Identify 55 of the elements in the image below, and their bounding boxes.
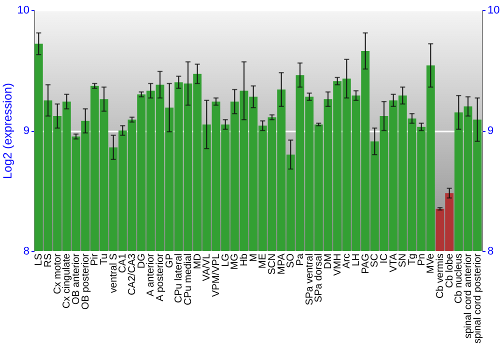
- x-tick-label: Cb lobe: [444, 253, 456, 288]
- x-tick-label: PAG: [360, 253, 372, 274]
- y-tick-label: 10: [17, 4, 30, 16]
- x-tick-label: VMH: [332, 254, 344, 276]
- x-tick-label: GP: [164, 253, 176, 268]
- x-tick-label: A posterior: [155, 252, 166, 302]
- x-tick-label: SPa dorsal: [314, 254, 325, 302]
- x-tick-label: Pir: [90, 252, 101, 266]
- x-tick-label: M: [248, 254, 260, 262]
- y2-tick-label: 8: [488, 246, 494, 258]
- x-tick-label: SN: [398, 254, 409, 268]
- x-tick-label: DM: [323, 254, 334, 270]
- y2-tick-label: 9: [488, 125, 494, 137]
- x-tick-label: Arc: [342, 254, 353, 268]
- x-tick-label: OB anterior: [71, 252, 82, 305]
- x-tick-label: MD: [192, 254, 204, 270]
- x-tick-label: IC: [379, 254, 390, 264]
- x-tick-label: LH: [351, 254, 362, 266]
- x-tick-label: Tg: [407, 254, 418, 266]
- x-tick-label: SPa ventral: [304, 254, 316, 306]
- y-tick-label: 8: [23, 246, 30, 258]
- x-tick-label: VTA: [388, 253, 400, 272]
- x-tick-label: MVe: [426, 253, 437, 274]
- x-tick-label: spinal cord posterior: [472, 252, 484, 344]
- y-axis-title: Log2 (expression): [0, 82, 14, 180]
- x-tick-label: CA2/CA3: [127, 253, 138, 296]
- x-tick-label: OB posterior: [80, 252, 92, 310]
- x-tick-label: SC: [370, 254, 381, 268]
- x-tick-label: MPA: [276, 253, 288, 274]
- x-tick-label: Pa: [295, 253, 306, 266]
- x-tick-label: Pn: [416, 254, 428, 266]
- x-tick-label: Cb nucleus: [454, 254, 465, 304]
- x-tick-label: LS: [34, 253, 45, 266]
- y2-tick-label: 10: [488, 4, 500, 16]
- x-tick-label: DG: [136, 253, 148, 268]
- x-tick-label: ventral S: [108, 253, 120, 293]
- x-tick-label: VA/VL: [202, 253, 213, 282]
- x-tick-label: SCN: [267, 254, 278, 275]
- y-tick-label: 9: [23, 125, 30, 137]
- x-tick-label: spinal cord anterior: [463, 252, 474, 339]
- x-tick-label: CPu medial: [183, 254, 194, 306]
- x-tick-label: RS: [43, 253, 54, 268]
- x-tick-label: Cx cingulate: [62, 253, 73, 309]
- x-tick-label: CA1: [118, 253, 129, 273]
- x-tick-label: CPu lateral: [174, 254, 185, 303]
- x-tick-label: Cb vermis: [435, 254, 446, 299]
- x-tick-label: Tu: [99, 254, 110, 265]
- x-tick-label: MG: [230, 253, 241, 270]
- x-tick-label: ME: [258, 253, 269, 268]
- x-tick-label: SO: [286, 253, 297, 268]
- x-tick-label: VPM/VPL: [211, 253, 222, 297]
- x-tick-label: A anterior: [146, 252, 157, 296]
- x-tick-label: Cx motor: [52, 252, 64, 294]
- x-tick-label: LG: [220, 253, 232, 267]
- x-tick-label: Hb: [239, 253, 250, 266]
